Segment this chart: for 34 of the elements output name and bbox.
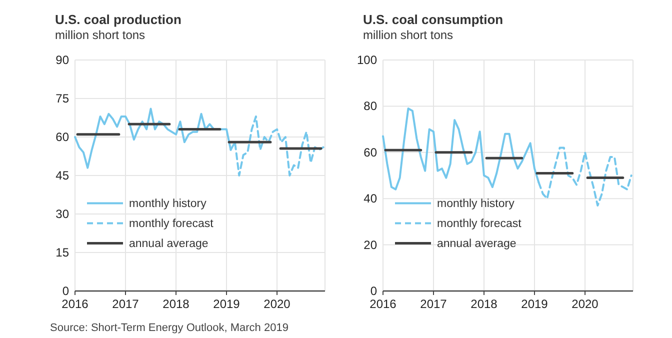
y-tick-label: 15 bbox=[56, 246, 70, 260]
y-tick-label: 0 bbox=[62, 284, 70, 298]
x-tick-label: 2019 bbox=[521, 297, 548, 311]
y-tick-label: 0 bbox=[370, 284, 378, 298]
y-tick-label: 60 bbox=[364, 145, 378, 160]
legend-label: monthly forecast bbox=[129, 218, 214, 230]
x-tick-label: 2016 bbox=[62, 297, 89, 311]
chart-subtitle: million short tons bbox=[363, 28, 454, 42]
chart-title: U.S. coal consumption bbox=[363, 12, 504, 27]
chart-title: U.S. coal production bbox=[55, 12, 182, 27]
y-tick-label: 100 bbox=[356, 53, 378, 67]
x-tick-label: 2018 bbox=[470, 297, 498, 311]
legend-label: monthly history bbox=[129, 198, 207, 210]
x-tick-label: 2018 bbox=[162, 297, 190, 311]
y-tick-label: 45 bbox=[56, 168, 70, 182]
legend-label: annual average bbox=[129, 238, 208, 250]
x-tick-label: 2016 bbox=[370, 297, 397, 311]
legend-label: annual average bbox=[437, 238, 516, 250]
y-tick-label: 30 bbox=[56, 207, 70, 221]
y-tick-label: 60 bbox=[56, 130, 70, 144]
x-tick-label: 2017 bbox=[112, 297, 140, 311]
x-tick-label: 2019 bbox=[213, 297, 240, 311]
y-tick-label: 90 bbox=[56, 53, 70, 67]
x-tick-label: 2020 bbox=[572, 297, 599, 311]
y-tick-label: 80 bbox=[364, 99, 378, 114]
chart-subtitle: million short tons bbox=[55, 28, 146, 42]
y-tick-label: 20 bbox=[364, 238, 378, 252]
y-tick-label: 40 bbox=[364, 192, 378, 206]
legend-label: monthly forecast bbox=[437, 218, 522, 230]
legend-label: monthly history bbox=[437, 198, 515, 210]
x-tick-label: 2020 bbox=[264, 297, 291, 311]
x-tick-label: 2017 bbox=[420, 297, 448, 311]
y-tick-label: 75 bbox=[56, 92, 70, 106]
source-note: Source: Short-Term Energy Outlook, March 2019 bbox=[50, 322, 288, 334]
